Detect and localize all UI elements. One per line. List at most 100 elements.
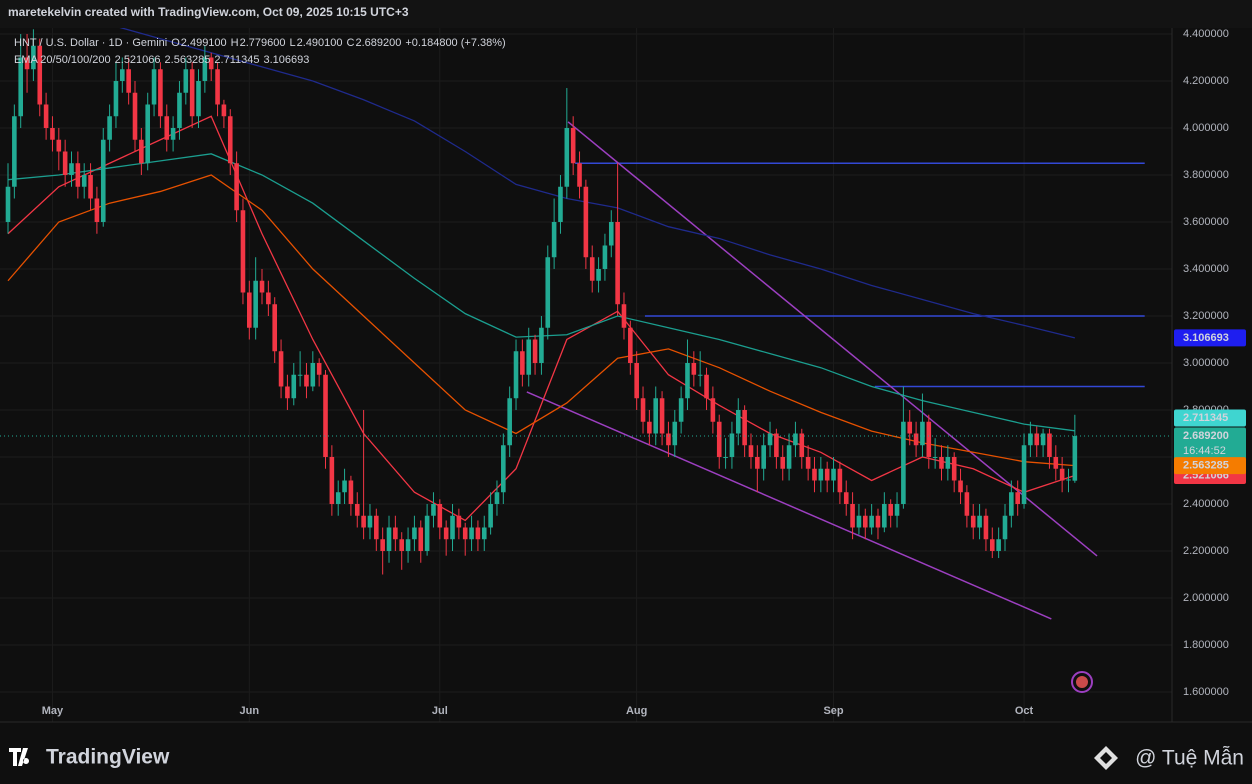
candle-body (139, 139, 144, 164)
candle-body (793, 433, 798, 446)
candle-body (716, 421, 722, 457)
y-tick-label: 4.000000 (1183, 122, 1229, 134)
candle-body (570, 127, 576, 164)
candle-body (100, 139, 106, 222)
candle-body (850, 503, 855, 528)
candle-body (297, 374, 303, 376)
ohlc-key: C (347, 37, 355, 49)
candle-body (926, 421, 932, 457)
candle-body (907, 421, 913, 434)
icon-ring (1071, 671, 1093, 693)
ema-value-label: 2.711345 (1183, 412, 1228, 424)
candle-body (189, 69, 195, 117)
candle-body (145, 104, 151, 164)
candle-body (755, 456, 760, 469)
candle-body (666, 433, 671, 446)
y-tick-label: 1.600000 (1183, 686, 1229, 698)
candle-body (126, 69, 131, 93)
candle-body (735, 409, 741, 434)
candle-body (748, 445, 754, 457)
candle-body (634, 362, 639, 399)
footer: TradingView @ Tuệ Mẫn (9, 746, 1244, 770)
plot-area (0, 28, 1172, 620)
candle-body (240, 210, 246, 293)
ohlc-key: O (171, 37, 180, 49)
header-bar (0, 0, 1252, 28)
candle-body (304, 374, 309, 387)
icon-flag (1076, 676, 1088, 688)
ohlc-value: 2.779600 (240, 37, 286, 49)
x-tick-label: Sep (823, 705, 843, 717)
ema-value-label: 2.563285 (1183, 460, 1229, 472)
candle-body (221, 104, 227, 117)
candle-body (380, 539, 385, 551)
ohlc-key: L (290, 37, 296, 49)
y-tick-label: 2.400000 (1183, 498, 1229, 510)
candle-body (329, 456, 335, 504)
ema-label-box (1174, 457, 1246, 475)
candle-body (945, 456, 951, 469)
y-tick-label: 3.400000 (1183, 263, 1229, 275)
candle-body (227, 116, 233, 164)
candle-body (532, 339, 538, 363)
candle-body (247, 292, 252, 328)
candle-body (551, 221, 557, 258)
candle-body (812, 468, 817, 481)
candle-body (501, 445, 506, 493)
brand-logo (9, 748, 30, 766)
ohlc-value: 2.490100 (297, 37, 343, 49)
candle-body (729, 433, 735, 457)
y-tick-label: 3.000000 (1183, 357, 1229, 369)
candle-body (640, 398, 646, 422)
candle-body (977, 515, 982, 528)
candle-body (1072, 436, 1078, 481)
y-tick-label: 2.200000 (1183, 545, 1229, 557)
candle-body (989, 539, 995, 551)
candle-body (278, 351, 284, 387)
candle-body (5, 186, 11, 222)
candle-body (901, 421, 906, 504)
candle-body (672, 421, 678, 446)
candle-body (615, 221, 620, 305)
candle-body (685, 362, 690, 399)
candle-body (837, 468, 843, 493)
candle-body (386, 527, 392, 551)
candle-body (75, 163, 81, 187)
candle-body (412, 527, 417, 540)
y-tick-label: 2.000000 (1183, 592, 1229, 604)
candle-body (462, 527, 468, 540)
candle-body (196, 80, 201, 117)
candle-body (291, 374, 297, 399)
candle-body (443, 527, 449, 540)
candle-body (970, 515, 976, 528)
candle-body (259, 280, 265, 293)
candle-body (539, 327, 544, 363)
candle-body (31, 45, 36, 70)
candle-body (215, 69, 220, 105)
candle-body (628, 327, 633, 363)
candle-body (1059, 468, 1065, 481)
candle-body (920, 421, 925, 446)
candle-body (348, 480, 354, 504)
candle-body (621, 304, 627, 328)
ohlc-value: 2.689200 (355, 37, 401, 49)
candle-body (1028, 433, 1033, 446)
candle-body (818, 468, 824, 481)
candle-body (354, 503, 360, 516)
candle-body (399, 539, 405, 551)
price-label-box (1174, 427, 1246, 460)
candle-body (208, 57, 214, 70)
candle-body (12, 116, 17, 187)
candle-body (107, 116, 112, 140)
candle-body (285, 386, 290, 399)
candle-body (253, 280, 258, 328)
candle-body (1021, 445, 1027, 504)
candle-body (158, 69, 163, 117)
ema-legend-label: EMA 20/50/100/200 (14, 54, 111, 66)
candle-body (507, 398, 512, 446)
candle-body (983, 515, 989, 540)
ema-label-box (1174, 329, 1246, 347)
candle-body (723, 456, 728, 458)
